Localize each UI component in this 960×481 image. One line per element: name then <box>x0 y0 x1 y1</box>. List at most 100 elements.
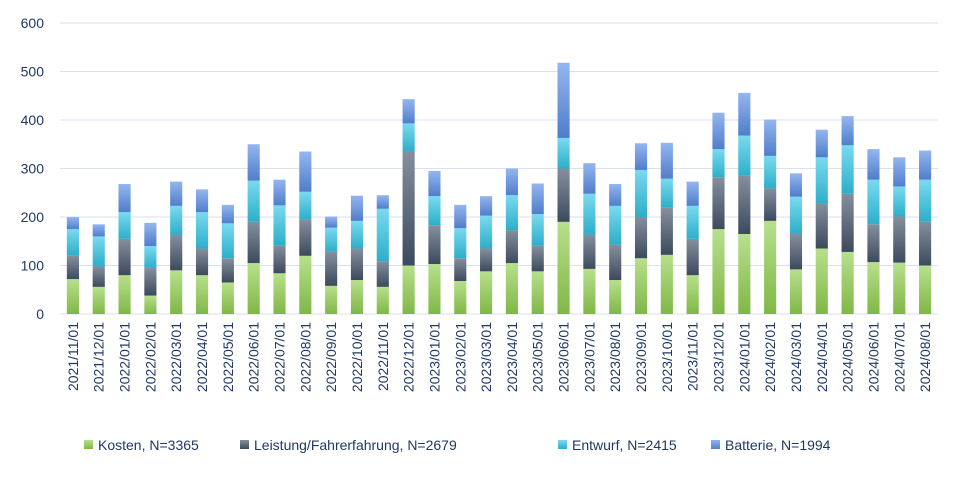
bar-segment-2-2023/09/01 <box>634 217 648 259</box>
y-tick-label: 100 <box>21 258 45 274</box>
bar-stack-2023/11/01 <box>686 181 699 314</box>
bar-segment-1-2023/02/01 <box>454 281 467 314</box>
gridlines <box>60 22 938 315</box>
x-axis-ticks: 2021/11/01 2021/12/01 2022/01/01 2022/02/01… <box>65 322 933 392</box>
x-tick-label: 2024/08/01 <box>917 322 933 392</box>
x-tick-label: 2021/11/01 <box>65 322 81 391</box>
bar-segment-1-2024/05/01 <box>841 251 854 314</box>
bar-segment-3-2022/01/01 <box>118 212 131 239</box>
bar-segment-1-2022/06/01 <box>247 263 260 314</box>
x-tick-label: 2021/12/01 <box>91 322 107 392</box>
bar-stack-2022/10/01 <box>350 195 364 314</box>
x-tick-label: 2024/01/01 <box>736 322 752 392</box>
legend-swatch <box>711 440 720 449</box>
bar-segment-3-2022/04/01 <box>195 212 209 249</box>
x-tick-label: 2022/01/01 <box>117 322 133 392</box>
bar-stack-2023/09/01 <box>634 143 648 314</box>
bar-segment-2-2024/07/01 <box>893 216 906 263</box>
bar-segment-4-2023/08/01 <box>609 184 622 206</box>
legend-swatch <box>240 440 249 449</box>
bars <box>66 62 932 314</box>
bar-segment-2-2024/06/01 <box>867 224 880 263</box>
bar-segment-3-2022/12/01 <box>402 123 415 152</box>
bar-segment-1-2023/12/01 <box>712 229 725 314</box>
bar-segment-3-2022/08/01 <box>299 191 312 220</box>
bar-segment-3-2024/08/01 <box>919 179 932 222</box>
bar-segment-2-2023/01/01 <box>428 225 441 265</box>
x-tick-label: 2023/12/01 <box>711 322 727 392</box>
bar-stack-2022/05/01 <box>221 204 234 314</box>
bar-segment-3-2024/06/01 <box>867 179 880 225</box>
bar-stack-2022/06/01 <box>247 144 260 314</box>
bar-segment-4-2023/06/01 <box>557 62 570 138</box>
bar-stack-2024/07/01 <box>893 157 906 314</box>
bar-segment-1-2022/04/01 <box>195 275 209 314</box>
bar-segment-3-2023/12/01 <box>712 149 725 178</box>
bar-segment-1-2023/07/01 <box>583 268 596 314</box>
bar-segment-3-2024/05/01 <box>841 145 854 194</box>
bar-stack-2024/04/01 <box>815 129 828 314</box>
bar-stack-2022/03/01 <box>170 181 183 314</box>
x-tick-label: 2024/03/01 <box>788 322 804 392</box>
bar-segment-4-2023/03/01 <box>480 196 493 216</box>
x-tick-label: 2023/07/01 <box>581 322 597 392</box>
bar-stack-2022/01/01 <box>118 184 131 314</box>
bar-segment-2-2023/04/01 <box>505 230 518 264</box>
legend: Kosten, N=3365 Leistung/Fahrerfahrung, N=… <box>84 437 831 453</box>
bar-segment-4-2024/03/01 <box>789 173 803 197</box>
bar-segment-2-2023/10/01 <box>660 207 673 255</box>
legend-item-2: Leistung/Fahrerfahrung, N=2679 <box>240 437 457 453</box>
bar-segment-4-2022/04/01 <box>195 189 209 213</box>
bar-segment-2-2022/06/01 <box>247 221 260 264</box>
bar-stack-2022/11/01 <box>376 195 389 314</box>
x-tick-label: 2023/11/01 <box>685 322 701 391</box>
bar-stack-2023/07/01 <box>583 163 596 314</box>
bar-segment-2-2023/05/01 <box>531 245 544 272</box>
bar-stack-2024/08/01 <box>919 150 932 314</box>
legend-label: Batterie, N=1994 <box>725 437 831 453</box>
bar-stack-2023/01/01 <box>428 170 441 314</box>
bar-segment-1-2022/08/01 <box>299 255 312 314</box>
bar-segment-4-2022/08/01 <box>299 151 312 192</box>
bar-segment-1-2024/07/01 <box>893 262 906 314</box>
bar-segment-2-2023/11/01 <box>686 238 699 276</box>
bar-segment-4-2023/07/01 <box>583 163 596 194</box>
bar-segment-4-2023/10/01 <box>660 142 673 179</box>
bar-segment-2-2022/01/01 <box>118 238 131 276</box>
bar-segment-1-2022/12/01 <box>402 265 415 314</box>
y-tick-label: 600 <box>21 15 45 31</box>
bar-segment-1-2022/11/01 <box>376 286 389 314</box>
bar-segment-4-2024/08/01 <box>919 150 932 180</box>
x-tick-label: 2023/03/01 <box>478 322 494 392</box>
legend-item-4: Batterie, N=1994 <box>711 437 831 453</box>
bar-segment-2-2022/03/01 <box>170 234 183 271</box>
bar-segment-1-2023/05/01 <box>531 271 544 314</box>
bar-segment-1-2023/06/01 <box>557 221 570 314</box>
bar-segment-2-2022/10/01 <box>350 248 364 281</box>
bar-segment-4-2023/02/01 <box>454 204 467 229</box>
x-tick-label: 2024/02/01 <box>762 322 778 392</box>
bar-segment-1-2024/08/01 <box>919 265 932 314</box>
bar-stack-2024/06/01 <box>867 149 880 314</box>
y-tick-label: 200 <box>21 209 45 225</box>
bar-segment-1-2022/03/01 <box>170 270 183 314</box>
bar-segment-1-2024/04/01 <box>815 248 828 314</box>
bar-segment-2-2022/09/01 <box>325 251 338 286</box>
bar-segment-2-2024/05/01 <box>841 193 854 252</box>
bar-segment-3-2022/05/01 <box>221 223 234 259</box>
bar-segment-1-2024/03/01 <box>789 269 803 314</box>
bar-segment-3-2024/02/01 <box>764 155 777 189</box>
bar-segment-1-2024/02/01 <box>764 220 777 314</box>
bar-stack-2021/11/01 <box>66 217 79 314</box>
x-tick-label: 2023/02/01 <box>452 322 468 392</box>
bar-segment-2-2023/12/01 <box>712 177 725 230</box>
bar-stack-2022/07/01 <box>273 179 286 314</box>
bar-segment-4-2024/02/01 <box>764 119 777 156</box>
x-tick-label: 2023/10/01 <box>659 322 675 392</box>
bar-segment-1-2022/05/01 <box>221 282 234 314</box>
bar-segment-3-2023/05/01 <box>531 214 544 246</box>
bar-segment-4-2023/05/01 <box>531 183 544 215</box>
bar-stack-2021/12/01 <box>92 224 105 314</box>
bar-segment-1-2022/07/01 <box>273 273 286 314</box>
